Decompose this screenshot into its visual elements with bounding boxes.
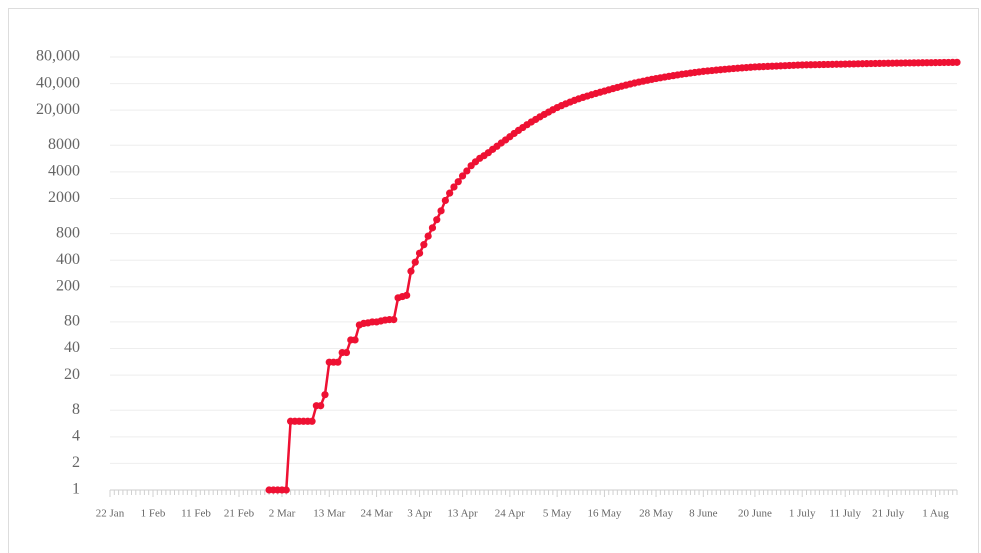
data-point [351,336,359,344]
data-point [454,178,462,186]
x-tick-label: 24 Mar [361,508,393,520]
chart-frame [8,8,979,553]
y-tick-label: 2000 [48,189,80,206]
data-point [342,348,351,357]
y-tick-label: 20,000 [36,101,80,118]
y-tick-label: 80,000 [36,48,80,65]
x-tick-label: 2 Mar [269,508,296,520]
data-point [428,224,437,232]
x-tick-label: 11 Feb [181,508,211,520]
y-tick-label: 80 [64,313,80,330]
y-tick-label: 20 [64,366,80,383]
y-tick-label: 1 [72,481,80,498]
y-tick-label: 8000 [48,136,80,153]
data-point [308,417,316,425]
x-tick-label: 16 May [587,508,621,520]
data-point [334,358,342,366]
data-point [321,391,329,399]
data-point [450,183,458,191]
data-point [411,258,419,266]
x-tick-label: 1 Aug [922,508,949,520]
data-point [317,402,325,410]
x-tick-label: 24 Apr [495,508,526,520]
x-tick-label: 20 June [738,508,772,520]
data-point [463,167,471,175]
x-tick-label: 1 Feb [141,508,166,520]
y-tick-label: 40 [64,339,80,356]
y-tick-label: 40,000 [36,74,80,91]
x-tick-label: 22 Jan [96,508,125,520]
x-tick-label: 28 May [639,508,673,520]
data-point [441,196,449,205]
data-point [437,207,445,215]
y-tick-label: 2 [72,454,80,471]
data-point [420,241,428,249]
y-tick-label: 8 [72,401,80,418]
data-point [424,232,432,240]
y-tick-label: 400 [56,251,80,268]
x-tick-label: 5 May [543,508,572,520]
data-point [458,172,467,180]
data-point [446,189,454,197]
y-tick-label: 4000 [48,163,80,180]
x-tick-label: 13 Mar [313,508,345,520]
x-tick-label: 21 July [872,508,905,520]
x-tick-label: 8 June [689,508,718,520]
y-tick-label: 200 [56,277,80,294]
data-point [953,58,961,66]
data-point [407,267,415,275]
x-tick-label: 13 Apr [447,508,478,520]
y-tick-label: 4 [72,428,80,445]
x-tick-label: 11 July [829,508,861,520]
x-tick-label: 1 July [789,508,816,520]
data-point [403,291,411,299]
data-point [282,486,290,494]
data-point [390,316,398,324]
y-tick-label: 800 [56,224,80,241]
x-tick-label: 21 Feb [224,508,255,520]
data-point [415,249,424,257]
series-line [269,61,958,492]
x-tick-label: 3 Apr [407,508,432,520]
data-point [433,216,441,224]
